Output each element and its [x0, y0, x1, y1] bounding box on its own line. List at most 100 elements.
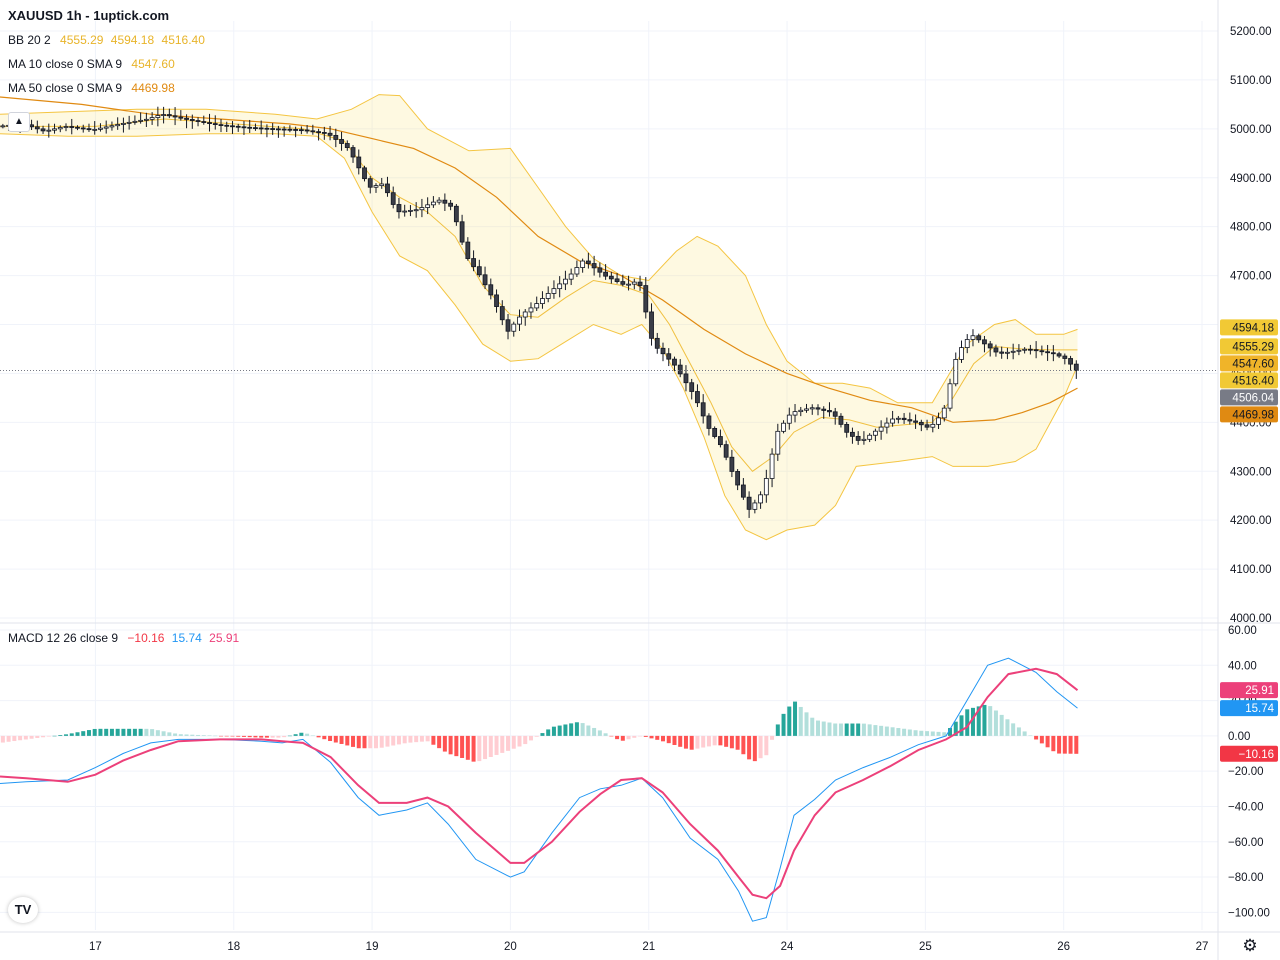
candle — [276, 125, 281, 138]
candle-body-up — [46, 129, 52, 132]
candle-body-up — [786, 414, 792, 424]
legend-bb-name: BB 20 2 — [8, 33, 51, 47]
candle — [528, 302, 534, 319]
legend-bb[interactable]: BB 20 2 4555.29 4594.18 4516.40 — [8, 33, 209, 47]
macd-tag: 15.74 — [1220, 700, 1278, 717]
macd-histogram-bar — [18, 735, 23, 741]
macd-histogram-bar — [890, 727, 895, 736]
candle-body-down — [189, 119, 195, 121]
candle — [695, 384, 700, 408]
macd-histogram-bar — [666, 735, 671, 744]
candle — [867, 433, 873, 443]
candle — [809, 404, 815, 415]
macd-histogram-bar — [551, 726, 556, 736]
candle-body-down — [1056, 353, 1062, 357]
macd-histogram-bar — [173, 733, 178, 736]
macd-histogram-bar — [798, 706, 803, 736]
macd-axis-label: −60.00 — [1228, 837, 1264, 849]
macd-histogram-bar — [683, 735, 688, 749]
candle — [907, 412, 913, 425]
macd-histogram-bar — [592, 727, 597, 736]
price-tag-bg — [1220, 372, 1278, 389]
macd-histogram-bar — [408, 735, 413, 743]
tradingview-logo-icon[interactable]: TV — [8, 897, 38, 923]
candle — [987, 340, 993, 357]
candle-body-up — [557, 283, 563, 290]
candle — [890, 410, 896, 427]
candle-body-down — [172, 115, 178, 118]
macd-histogram-bar — [1057, 735, 1062, 754]
candle — [195, 117, 201, 127]
macd-histogram-bar — [138, 728, 143, 736]
candle — [522, 309, 528, 326]
candle-body-down — [253, 127, 258, 130]
candle-body-down — [287, 128, 293, 131]
legend-macd[interactable]: MACD 12 26 close 9 −10.16 15.74 25.91 — [8, 631, 243, 645]
candle — [941, 404, 947, 422]
candle-body-up — [1010, 350, 1016, 353]
macd-histogram-bar — [580, 723, 585, 736]
price-axis-label: 4900.00 — [1230, 173, 1272, 185]
macd-histogram-bar — [827, 722, 832, 736]
candle-body-up — [861, 438, 867, 441]
legend-ma10[interactable]: MA 10 close 0 SMA 9 4547.60 — [8, 57, 179, 71]
chevron-up-icon[interactable]: ▲ — [8, 112, 30, 132]
candle — [201, 115, 207, 125]
candle — [143, 112, 149, 127]
macd-histogram-bar — [196, 734, 201, 736]
candle-body-up — [132, 120, 138, 123]
candle-body-down — [212, 123, 218, 126]
candle — [40, 125, 46, 134]
candle-body-up — [884, 422, 890, 428]
time-axis-label: 27 — [1196, 941, 1209, 953]
candle — [367, 176, 373, 194]
macd-histogram-bar — [873, 725, 878, 736]
candle-body-down — [505, 319, 511, 332]
price-tag-label: 4506.04 — [1232, 392, 1274, 404]
candle — [327, 125, 333, 141]
candle-body-down — [614, 278, 620, 282]
candle-body-down — [350, 147, 356, 158]
macd-histogram-bar — [115, 728, 120, 736]
macd-histogram-bar — [98, 728, 103, 736]
candle-body-down — [218, 124, 224, 127]
macd-line — [0, 657, 1078, 922]
candle — [786, 407, 792, 430]
macd-histogram-bar — [241, 735, 246, 737]
macd-histogram-bar — [948, 728, 953, 736]
macd-tag-label: −10.16 — [1239, 749, 1275, 761]
candle — [895, 415, 901, 424]
candle — [798, 406, 804, 417]
candle-body-up — [959, 347, 964, 360]
candle-body-down — [471, 258, 476, 268]
candle-body-down — [918, 421, 924, 426]
macd-histogram-bar — [936, 731, 941, 736]
macd-histogram-bar — [178, 734, 183, 736]
ma50-line — [0, 96, 1078, 423]
price-axis-label: 5200.00 — [1230, 26, 1272, 38]
candle — [218, 119, 224, 133]
macd-histogram-bar — [448, 735, 453, 755]
gear-icon[interactable]: ⚙ — [1242, 936, 1258, 955]
candle-body-up — [436, 199, 442, 203]
macd-histogram-bar — [609, 735, 614, 737]
candle-body-up — [936, 417, 941, 425]
candle-body-down — [1045, 351, 1051, 354]
candle — [718, 429, 723, 448]
candle-body-up — [775, 430, 781, 455]
candle-body-up — [1005, 351, 1010, 354]
candle-body-up — [941, 407, 947, 419]
candle — [321, 126, 327, 140]
candle — [712, 426, 718, 439]
macd-histogram-bar — [638, 735, 643, 737]
macd-histogram-bar — [661, 735, 666, 742]
price-tag-bg — [1220, 389, 1278, 406]
candle-body-down — [672, 358, 677, 366]
candle — [603, 264, 608, 280]
candle-body-down — [270, 128, 276, 130]
macd-histogram-bar — [506, 735, 511, 751]
candle-body-up — [545, 293, 551, 299]
candle-body-down — [224, 124, 230, 127]
legend-ma50[interactable]: MA 50 close 0 SMA 9 4469.98 — [8, 81, 179, 95]
